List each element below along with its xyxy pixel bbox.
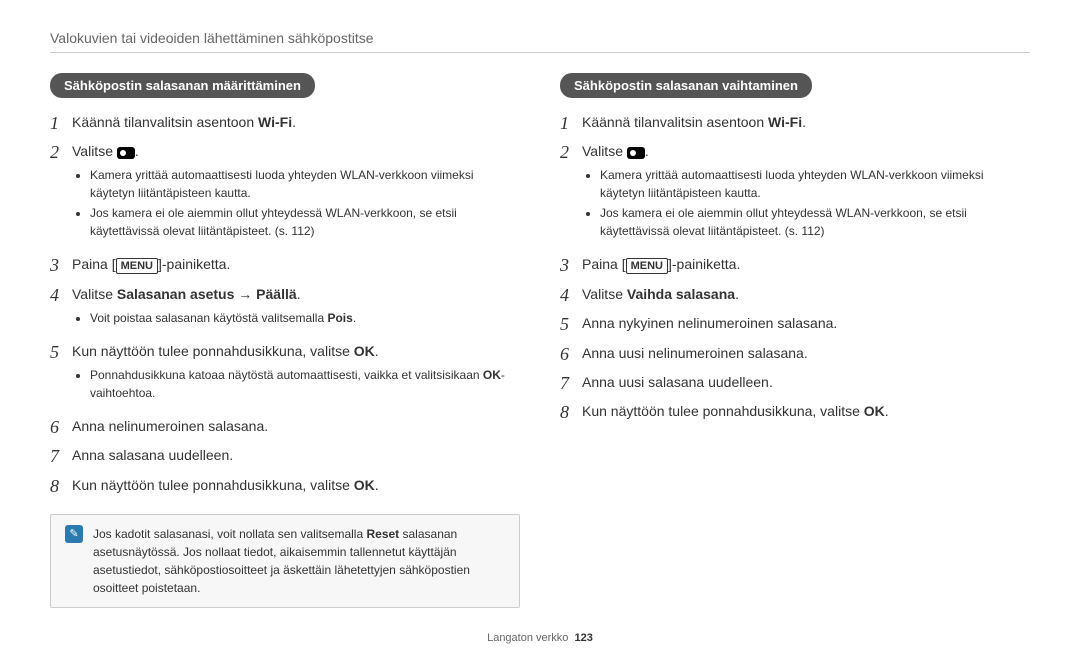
step-text: Kun näyttöön tulee ponnahdusikkuna, vali… [72,341,520,410]
right-bullets-a: Kamera yrittää automaattisesti luoda yht… [582,166,1030,240]
step-number: 1 [50,112,72,135]
right-step-8: 8 Kun näyttöön tulee ponnahdusikkuna, va… [560,401,1030,424]
left-step-2: 2 Valitse . Kamera yrittää automaattises… [50,141,520,248]
step-number: 8 [560,401,582,424]
step-number: 1 [560,112,582,135]
menu-button-icon: MENU [626,258,668,274]
step-number: 4 [560,284,582,307]
left-column: Sähköpostin salasanan määrittäminen 1 Kä… [50,73,520,608]
step-number: 6 [50,416,72,439]
step-number: 7 [560,372,582,395]
note-text: Jos kadotit salasanasi, voit nollata sen… [93,525,505,597]
step-number: 4 [50,284,72,307]
right-column: Sähköpostin salasanan vaihtaminen 1 Kään… [560,73,1030,608]
footer-label: Langaton verkko [487,632,568,644]
step-number: 2 [560,141,582,164]
page-root: Valokuvien tai videoiden lähettäminen sä… [0,0,1080,654]
step-text: Valitse . Kamera yrittää automaattisesti… [582,141,1030,248]
left-step-5: 5 Kun näyttöön tulee ponnahdusikkuna, va… [50,341,520,410]
left-step-1: 1 Käännä tilanvalitsin asentoon Wi-Fi. [50,112,520,135]
left-heading: Sähköpostin salasanan määrittäminen [50,73,315,98]
step-number: 3 [560,254,582,277]
list-item: Jos kamera ei ole aiemmin ollut yhteydes… [90,204,520,240]
note-icon: ✎ [65,525,83,543]
camera-mode-icon [627,147,645,159]
step-text: Valitse Salasanan asetus → Päällä. Voit … [72,284,520,335]
right-step-1: 1 Käännä tilanvalitsin asentoon Wi-Fi. [560,112,1030,135]
right-heading: Sähköpostin salasanan vaihtaminen [560,73,812,98]
step-number: 8 [50,475,72,498]
step-text: Käännä tilanvalitsin asentoon Wi-Fi. [72,112,520,133]
step-text: Valitse Vaihda salasana. [582,284,1030,305]
footer-page-number: 123 [575,632,593,644]
left-bullets-a: Kamera yrittää automaattisesti luoda yht… [72,166,520,240]
left-step-7: 7 Anna salasana uudelleen. [50,445,520,468]
right-step-4: 4 Valitse Vaihda salasana. [560,284,1030,307]
menu-button-icon: MENU [116,258,158,274]
list-item: Kamera yrittää automaattisesti luoda yht… [90,166,520,202]
step-text: Anna uusi nelinumeroinen salasana. [582,343,1030,364]
right-step-6: 6 Anna uusi nelinumeroinen salasana. [560,343,1030,366]
content-columns: Sähköpostin salasanan määrittäminen 1 Kä… [50,73,1030,608]
left-step-8: 8 Kun näyttöön tulee ponnahdusikkuna, va… [50,475,520,498]
list-item: Voit poistaa salasanan käytöstä valitsem… [90,309,520,327]
step-number: 3 [50,254,72,277]
wifi-icon: Wi-Fi [768,114,802,130]
list-item: Jos kamera ei ole aiemmin ollut yhteydes… [600,204,1030,240]
step-number: 5 [50,341,72,364]
step-text: Anna nelinumeroinen salasana. [72,416,520,437]
left-step-4: 4 Valitse Salasanan asetus → Päällä. Voi… [50,284,520,335]
note-box: ✎ Jos kadotit salasanasi, voit nollata s… [50,514,520,608]
right-step-3: 3 Paina [MENU]-painiketta. [560,254,1030,277]
step-number: 6 [560,343,582,366]
right-step-7: 7 Anna uusi salasana uudelleen. [560,372,1030,395]
left-step-3: 3 Paina [MENU]-painiketta. [50,254,520,277]
right-step-2: 2 Valitse . Kamera yrittää automaattises… [560,141,1030,248]
step-number: 5 [560,313,582,336]
step-text: Valitse . Kamera yrittää automaattisesti… [72,141,520,248]
page-title: Valokuvien tai videoiden lähettäminen sä… [50,30,1030,53]
wifi-icon: Wi-Fi [258,114,292,130]
step-text: Kun näyttöön tulee ponnahdusikkuna, vali… [582,401,1030,422]
left-step-6: 6 Anna nelinumeroinen salasana. [50,416,520,439]
list-item: Kamera yrittää automaattisesti luoda yht… [600,166,1030,202]
step-number: 2 [50,141,72,164]
camera-mode-icon [117,147,135,159]
right-step-5: 5 Anna nykyinen nelinumeroinen salasana. [560,313,1030,336]
left-bullets-c: Ponnahdusikkuna katoaa näytöstä automaat… [72,366,520,402]
step-text: Anna nykyinen nelinumeroinen salasana. [582,313,1030,334]
step-text: Anna uusi salasana uudelleen. [582,372,1030,393]
step-text: Käännä tilanvalitsin asentoon Wi-Fi. [582,112,1030,133]
list-item: Ponnahdusikkuna katoaa näytöstä automaat… [90,366,520,402]
page-footer: Langaton verkko 123 [50,632,1030,644]
step-text: Anna salasana uudelleen. [72,445,520,466]
step-text: Paina [MENU]-painiketta. [582,254,1030,275]
step-text: Kun näyttöön tulee ponnahdusikkuna, vali… [72,475,520,496]
left-bullets-b: Voit poistaa salasanan käytöstä valitsem… [72,309,520,327]
step-number: 7 [50,445,72,468]
step-text: Paina [MENU]-painiketta. [72,254,520,275]
